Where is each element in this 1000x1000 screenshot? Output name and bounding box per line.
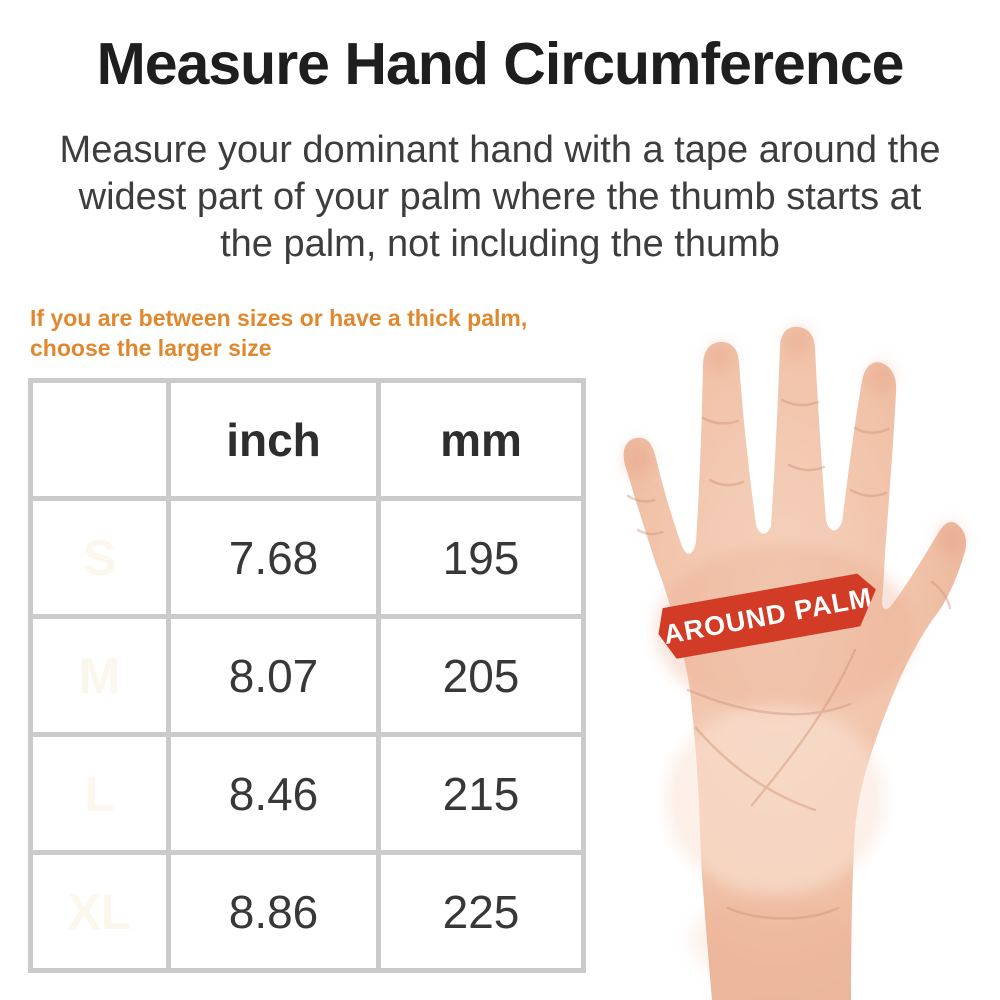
- note-line-1: If you are between sizes or have a thick…: [30, 305, 528, 331]
- instruction-line-1: Measure your dominant hand with a tape a…: [59, 129, 941, 171]
- inch-value-l: 8.46: [166, 732, 381, 855]
- instruction-line-2: widest part of your palm where the thumb…: [78, 176, 922, 218]
- size-cell-xl: XL: [28, 850, 171, 973]
- column-header-mm: mm: [376, 378, 586, 501]
- inch-value-xl: 8.86: [166, 850, 381, 973]
- note-line-2: choose the larger size: [30, 335, 272, 361]
- mm-value-l: 215: [376, 732, 586, 855]
- table-corner-cell: [28, 378, 171, 501]
- mm-value-xl: 225: [376, 850, 586, 973]
- hand-photo-illustration: [600, 300, 1000, 1000]
- table-row-m: M 8.07 205: [28, 614, 586, 737]
- measure-instructions: Measure your dominant hand with a tape a…: [0, 127, 1000, 268]
- size-cell-l: L: [28, 732, 171, 855]
- instruction-line-3: the palm, not including the thumb: [220, 223, 780, 265]
- open-palm-hand-graphic: [623, 326, 967, 1000]
- inch-value-m: 8.07: [166, 614, 381, 737]
- table-header-row: inch mm: [28, 378, 586, 501]
- page-title: Measure Hand Circumference: [96, 31, 905, 97]
- mm-value-m: 205: [376, 614, 586, 737]
- size-table: inch mm S 7.68 195 M 8.07 205 L 8.46 215…: [28, 378, 586, 973]
- column-header-inch: inch: [166, 378, 381, 501]
- mm-value-s: 195: [376, 496, 586, 619]
- size-cell-s: S: [28, 496, 171, 619]
- inch-value-s: 7.68: [166, 496, 381, 619]
- table-row-s: S 7.68 195: [28, 496, 586, 619]
- size-cell-m: M: [28, 614, 171, 737]
- table-row-l: L 8.46 215: [28, 732, 586, 855]
- table-row-xl: XL 8.86 225: [28, 850, 586, 973]
- between-sizes-note: If you are between sizes or have a thick…: [30, 303, 527, 363]
- skin-creases: [626, 398, 952, 920]
